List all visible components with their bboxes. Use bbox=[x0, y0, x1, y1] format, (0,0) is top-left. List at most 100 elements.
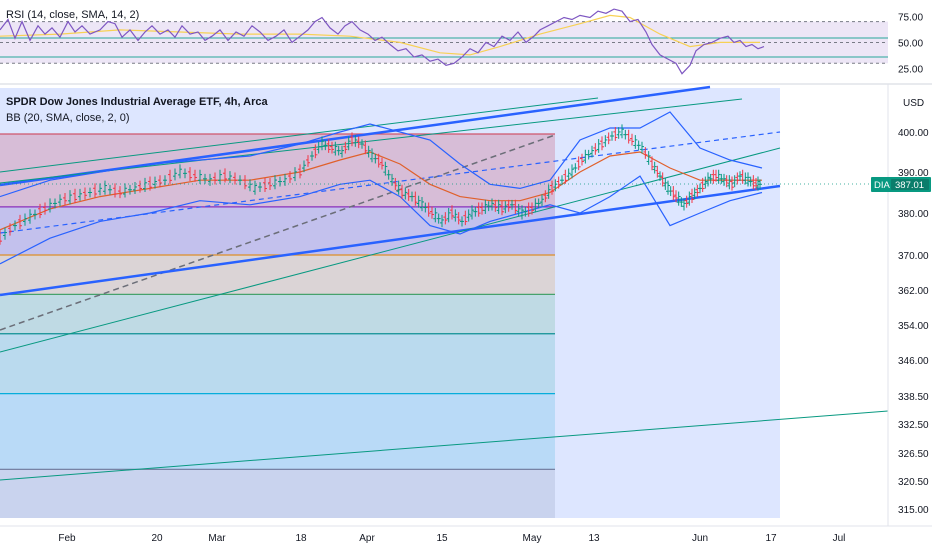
time-tick-label: Apr bbox=[359, 533, 375, 544]
price-bar bbox=[268, 177, 272, 190]
rsi-line bbox=[0, 8, 765, 75]
time-tick-label: May bbox=[523, 533, 542, 544]
price-bar bbox=[158, 175, 162, 188]
price-bar bbox=[724, 175, 729, 188]
price-bar bbox=[560, 175, 564, 186]
price-bar bbox=[103, 180, 107, 195]
price-bars[interactable] bbox=[0, 124, 762, 245]
price-bar bbox=[526, 202, 531, 217]
price-bar bbox=[674, 190, 678, 203]
price-bar bbox=[123, 183, 127, 198]
price-bar bbox=[178, 164, 182, 179]
price-bar bbox=[748, 176, 753, 187]
price-bar bbox=[463, 210, 468, 226]
price-tick-label: 370.00 bbox=[898, 251, 929, 262]
price-bar bbox=[336, 145, 341, 156]
price-bar bbox=[660, 172, 665, 187]
bb-upper-band bbox=[0, 111, 763, 198]
lower-trend-line[interactable] bbox=[0, 184, 781, 297]
price-bar bbox=[606, 132, 611, 145]
time-tick-label: 13 bbox=[588, 533, 600, 544]
currency-label[interactable]: USD bbox=[903, 98, 924, 109]
pitchfork-median-dashed[interactable] bbox=[0, 134, 556, 331]
price-bar bbox=[543, 190, 548, 203]
price-bar bbox=[360, 139, 364, 149]
price-tick-label: 326.50 bbox=[898, 449, 929, 460]
price-bar bbox=[88, 187, 92, 198]
price-bar bbox=[655, 165, 660, 178]
price-bar bbox=[520, 205, 524, 220]
price-bar bbox=[676, 191, 681, 206]
price-bar bbox=[3, 227, 7, 240]
price-bar bbox=[33, 209, 37, 220]
price-bar bbox=[658, 171, 662, 182]
price-bar bbox=[273, 175, 277, 190]
time-tick-label: 20 bbox=[151, 533, 163, 544]
price-bar bbox=[18, 214, 22, 230]
price-bar bbox=[346, 136, 351, 151]
price-bar bbox=[470, 205, 474, 220]
price-tick-label: 362.00 bbox=[898, 286, 929, 297]
price-axis[interactable]: 400.00 390.00 380.00 370.00 362.00 354.00 346.… bbox=[898, 128, 929, 516]
last-price-badge: DIA 387.01 bbox=[871, 177, 931, 192]
price-bar bbox=[128, 184, 132, 195]
price-bar bbox=[228, 171, 232, 184]
time-tick-label: Jul bbox=[833, 533, 846, 544]
price-bar bbox=[323, 140, 328, 151]
date-range-highlight[interactable] bbox=[0, 88, 780, 518]
green-line-d[interactable] bbox=[0, 410, 889, 481]
price-bar bbox=[113, 183, 117, 198]
bb-basis bbox=[0, 151, 762, 231]
price-tick-label: 332.50 bbox=[898, 420, 929, 431]
green-line-b[interactable] bbox=[0, 98, 743, 184]
main-pane bbox=[0, 85, 889, 518]
price-bar bbox=[370, 148, 374, 163]
price-bar bbox=[456, 212, 461, 225]
price-bar bbox=[163, 175, 167, 186]
price-tick-label: 380.00 bbox=[898, 209, 929, 220]
price-bar bbox=[278, 176, 282, 187]
bb-lower-band bbox=[0, 175, 763, 265]
price-bar bbox=[43, 202, 47, 215]
price-bar bbox=[416, 195, 421, 208]
rsi-legend[interactable]: RSI (14, close, SMA, 14, 2) bbox=[6, 9, 140, 21]
price-bar bbox=[473, 206, 478, 217]
green-line-a[interactable] bbox=[0, 97, 599, 173]
price-bar bbox=[443, 212, 448, 225]
fib-retracement[interactable] bbox=[0, 133, 555, 518]
price-bar bbox=[288, 171, 292, 184]
price-bar bbox=[496, 199, 501, 214]
price-bar bbox=[640, 141, 644, 154]
ticker-label: DIA bbox=[874, 180, 891, 191]
price-bar bbox=[570, 164, 574, 179]
green-line-c[interactable] bbox=[0, 147, 781, 353]
time-axis[interactable]: Feb 20 Mar 18 Apr 15 May 13 Jun 17 Jul bbox=[58, 533, 845, 544]
price-bar bbox=[420, 197, 424, 212]
price-bar bbox=[48, 198, 52, 213]
symbol-title[interactable]: SPDR Dow Jones Industrial Average ETF, 4… bbox=[6, 96, 268, 108]
price-bar bbox=[536, 198, 541, 209]
price-bar bbox=[500, 201, 504, 216]
bb-legend[interactable]: BB (20, SMA, close, 2, 0) bbox=[6, 112, 130, 124]
price-bar bbox=[28, 209, 32, 224]
price-bar bbox=[751, 175, 756, 190]
price-bar bbox=[376, 153, 381, 168]
price-bar bbox=[714, 169, 718, 182]
price-bar bbox=[580, 153, 584, 166]
price-bar bbox=[573, 163, 578, 173]
price-tick-label: 315.00 bbox=[898, 505, 929, 516]
price-bar bbox=[298, 164, 302, 179]
price-bar bbox=[695, 184, 700, 197]
price-bar bbox=[596, 139, 601, 153]
price-bar bbox=[671, 186, 676, 201]
time-tick-label: 15 bbox=[436, 533, 448, 544]
price-bar bbox=[153, 176, 157, 189]
price-bar bbox=[340, 145, 344, 158]
price-bar bbox=[650, 156, 654, 171]
price-bar bbox=[13, 220, 17, 231]
price-bar bbox=[138, 180, 142, 193]
price-bar bbox=[719, 173, 724, 184]
price-bar bbox=[593, 143, 598, 155]
fib-zone bbox=[0, 333, 555, 394]
